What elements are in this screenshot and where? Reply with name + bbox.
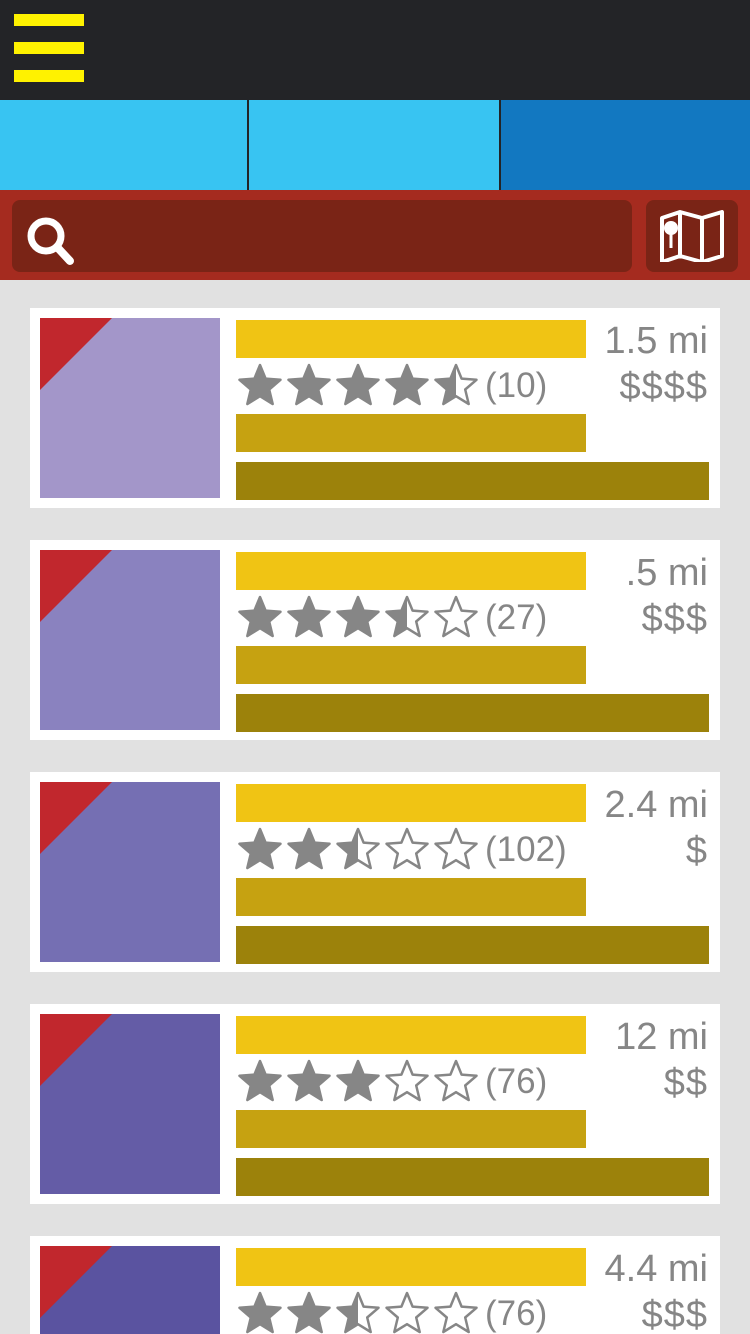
corner-tag — [40, 318, 112, 390]
review-count: (27) — [485, 598, 548, 637]
star-filled-icon — [236, 362, 285, 410]
star-rating: (76) — [236, 1290, 548, 1334]
listing-price: $$$$ — [619, 366, 708, 408]
listing-title-placeholder — [236, 320, 586, 358]
corner-tag — [40, 782, 112, 854]
review-count: (102) — [485, 830, 567, 869]
listing-description-placeholder — [236, 926, 709, 964]
star-rating: (76) — [236, 1058, 548, 1106]
map-pin-icon — [660, 210, 724, 262]
listing-thumbnail — [40, 550, 220, 730]
tab-3[interactable] — [501, 100, 750, 190]
listing-title-placeholder — [236, 784, 586, 822]
listing-card[interactable]: (10) 1.5 mi $$$$ — [30, 308, 720, 508]
listing-description-placeholder — [236, 694, 709, 732]
star-empty-icon — [432, 1290, 481, 1334]
star-filled-icon — [383, 362, 432, 410]
top-app-bar — [0, 0, 750, 100]
listing-description-placeholder — [236, 1158, 709, 1196]
listing-thumbnail — [40, 782, 220, 962]
star-empty-icon — [432, 1058, 481, 1106]
listing-subtitle-placeholder — [236, 414, 586, 452]
star-filled-icon — [236, 826, 285, 874]
review-count: (76) — [485, 1294, 548, 1333]
tab-1[interactable] — [0, 100, 249, 190]
search-icon — [27, 217, 74, 265]
star-filled-icon — [285, 594, 334, 642]
star-rating: (102) — [236, 826, 567, 874]
star-rating: (10) — [236, 362, 548, 410]
search-input[interactable] — [84, 200, 624, 272]
star-half-icon — [432, 362, 481, 410]
listing-price: $ — [685, 830, 708, 872]
star-empty-icon — [432, 826, 481, 874]
star-empty-icon — [383, 826, 432, 874]
listing-distance: 2.4 mi — [604, 784, 708, 826]
menu-bar-line — [14, 42, 84, 54]
listing-card[interactable]: (102) 2.4 mi $ — [30, 772, 720, 972]
listing-distance: 1.5 mi — [604, 320, 708, 362]
listing-thumbnail — [40, 318, 220, 498]
star-filled-icon — [285, 362, 334, 410]
listing-card[interactable]: (76) 12 mi $$ — [30, 1004, 720, 1204]
listing-subtitle-placeholder — [236, 646, 586, 684]
star-half-icon — [334, 1290, 383, 1334]
listing-price: $$$ — [641, 598, 708, 640]
listing-title-placeholder — [236, 552, 586, 590]
star-filled-icon — [236, 1058, 285, 1106]
listing-title-placeholder — [236, 1248, 586, 1286]
search-field[interactable] — [12, 200, 632, 272]
star-empty-icon — [383, 1058, 432, 1106]
hamburger-menu-icon[interactable] — [14, 14, 84, 82]
star-filled-icon — [334, 362, 383, 410]
map-view-button[interactable] — [646, 200, 738, 272]
listing-distance: 12 mi — [615, 1016, 708, 1058]
star-filled-icon — [285, 826, 334, 874]
listing-description-placeholder — [236, 462, 709, 500]
corner-tag — [40, 1246, 112, 1318]
tab-bar — [0, 100, 750, 190]
listing-subtitle-placeholder — [236, 878, 586, 916]
listing-price: $$$ — [641, 1294, 708, 1334]
star-filled-icon — [285, 1290, 334, 1334]
review-count: (10) — [485, 366, 548, 405]
star-filled-icon — [285, 1058, 334, 1106]
listing-distance: .5 mi — [625, 552, 708, 594]
star-empty-icon — [383, 1290, 432, 1334]
listing-distance: 4.4 mi — [604, 1248, 708, 1290]
star-filled-icon — [334, 594, 383, 642]
corner-tag — [40, 550, 112, 622]
listing-card[interactable]: (76) 4.4 mi $$$ — [30, 1236, 720, 1334]
corner-tag — [40, 1014, 112, 1086]
menu-bar-line — [14, 14, 84, 26]
star-filled-icon — [236, 1290, 285, 1334]
star-rating: (27) — [236, 594, 548, 642]
menu-bar-line — [14, 70, 84, 82]
star-half-icon — [334, 826, 383, 874]
search-bar — [0, 190, 750, 280]
star-filled-icon — [334, 1058, 383, 1106]
listing-list: (10) 1.5 mi $$$$ (27) .5 mi $$$ (102) 2.4 mi $ (7… — [0, 280, 750, 1334]
listing-thumbnail — [40, 1246, 220, 1334]
review-count: (76) — [485, 1062, 548, 1101]
tab-2[interactable] — [249, 100, 501, 190]
listing-thumbnail — [40, 1014, 220, 1194]
star-filled-icon — [236, 594, 285, 642]
listing-card[interactable]: (27) .5 mi $$$ — [30, 540, 720, 740]
listing-subtitle-placeholder — [236, 1110, 586, 1148]
star-empty-icon — [432, 594, 481, 642]
star-half-icon — [383, 594, 432, 642]
listing-title-placeholder — [236, 1016, 586, 1054]
listing-price: $$ — [663, 1062, 708, 1104]
